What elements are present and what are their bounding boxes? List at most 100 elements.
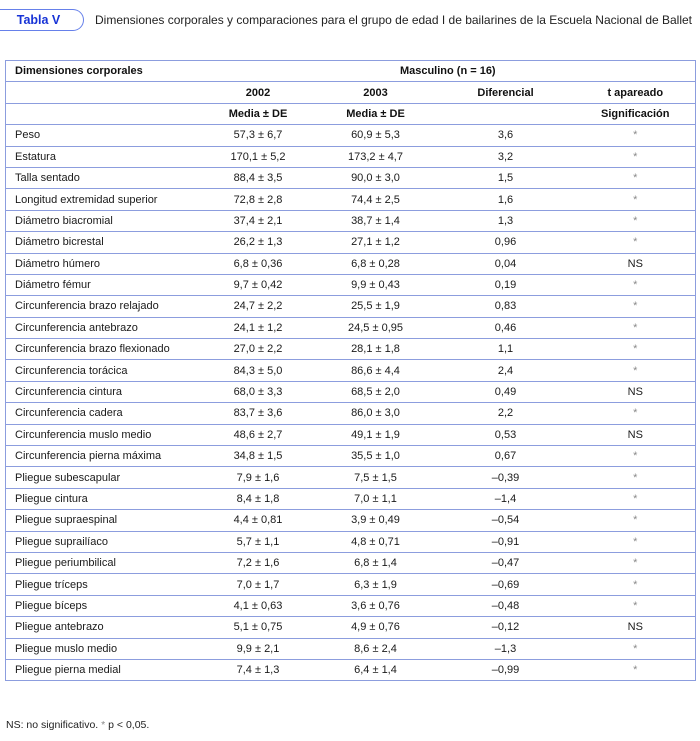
cell-2003: 6,8 ± 1,4 bbox=[315, 551, 436, 575]
cell-significacion: * bbox=[575, 316, 696, 340]
cell-2002: 7,9 ± 1,6 bbox=[200, 466, 316, 489]
table-row: Circunferencia muslo medio 48,6 ± 2,7 49,1… bbox=[5, 423, 696, 447]
cell-diferencial: 1,3 bbox=[435, 209, 576, 233]
cell-diferencial: 3,6 bbox=[435, 124, 576, 147]
table-head: Dimensiones corporales Masculino (n = 16… bbox=[5, 59, 696, 126]
cell-significacion: * bbox=[575, 466, 696, 489]
cell-2003: 3,6 ± 0,76 bbox=[315, 594, 436, 618]
cell-significacion: * bbox=[575, 573, 696, 596]
cell-significacion: * bbox=[575, 402, 696, 425]
header-row-stats: Media ± DE Media ± DE Significación bbox=[5, 102, 696, 126]
cell-significacion: NS bbox=[575, 616, 696, 639]
col-header-significacion: Significación bbox=[575, 102, 696, 126]
cell-2002: 4,4 ± 0,81 bbox=[200, 509, 316, 532]
cell-2003: 173,2 ± 4,7 bbox=[315, 145, 436, 168]
cell-2003: 7,0 ± 1,1 bbox=[315, 487, 436, 511]
cell-diferencial: 2,2 bbox=[435, 402, 576, 425]
table-row: Diámetro biacromial 37,4 ± 2,1 38,7 ± 1,4 1… bbox=[5, 209, 696, 233]
table-label-badge: Tabla V bbox=[0, 9, 84, 31]
row-label: Pliegue tríceps bbox=[5, 573, 201, 596]
table-row: Pliegue muslo medio 9,9 ± 2,1 8,6 ± 2,4 –1,… bbox=[5, 637, 696, 660]
table-row: Pliegue subescapular 7,9 ± 1,6 7,5 ± 1,5 –0… bbox=[5, 466, 696, 489]
cell-diferencial: 1,1 bbox=[435, 338, 576, 361]
table-row: Circunferencia cadera 83,7 ± 3,6 86,0 ± 3,… bbox=[5, 402, 696, 425]
row-label: Pliegue cintura bbox=[5, 487, 201, 511]
header-row-years: 2002 2003 Diferencial t apareado bbox=[5, 81, 696, 104]
row-label: Longitud extremidad superior bbox=[5, 188, 201, 211]
cell-2002: 7,4 ± 1,3 bbox=[200, 658, 316, 682]
table-row: Talla sentado 88,4 ± 3,5 90,0 ± 3,0 1,5 * bbox=[5, 166, 696, 190]
cell-2002: 72,8 ± 2,8 bbox=[200, 188, 316, 211]
cell-2003: 25,5 ± 1,9 bbox=[315, 295, 436, 318]
cell-2002: 68,0 ± 3,3 bbox=[200, 380, 316, 404]
cell-2002: 9,7 ± 0,42 bbox=[200, 273, 316, 297]
table-row: Pliegue pierna medial 7,4 ± 1,3 6,4 ± 1,4–… bbox=[5, 658, 696, 682]
row-label: Circunferencia pierna máxima bbox=[5, 445, 201, 468]
cell-2003: 35,5 ± 1,0 bbox=[315, 445, 436, 468]
table-row: Circunferencia cintura 68,0 ± 3,3 68,5 ± 2… bbox=[5, 380, 696, 404]
row-label: Circunferencia muslo medio bbox=[5, 423, 201, 447]
col-header-t-apareado: t apareado bbox=[575, 81, 696, 104]
cell-significacion: NS bbox=[575, 380, 696, 404]
cell-diferencial: –0,91 bbox=[435, 530, 576, 553]
cell-2002: 7,2 ± 1,6 bbox=[200, 551, 316, 575]
cell-2002: 7,0 ± 1,7 bbox=[200, 573, 316, 596]
cell-significacion: * bbox=[575, 509, 696, 532]
cell-diferencial: –0,69 bbox=[435, 573, 576, 596]
table-row: Estatura 170,1 ± 5,2 173,2 ± 4,7 3,2 * bbox=[5, 145, 696, 168]
row-label: Circunferencia brazo relajado bbox=[5, 295, 201, 318]
cell-diferencial: 0,19 bbox=[435, 273, 576, 297]
cell-2003: 6,8 ± 0,28 bbox=[315, 252, 436, 275]
cell-2002: 48,6 ± 2,7 bbox=[200, 423, 316, 447]
cell-diferencial: 0,53 bbox=[435, 423, 576, 447]
cell-diferencial: 0,67 bbox=[435, 445, 576, 468]
table-row: Diámetro húmero 6,8 ± 0,36 6,8 ± 0,28 0,04 N… bbox=[5, 252, 696, 275]
cell-diferencial: 2,4 bbox=[435, 359, 576, 382]
row-label: Peso bbox=[5, 124, 201, 147]
table-row: Diámetro fémur 9,7 ± 0,42 9,9 ± 0,43 0,19 * bbox=[5, 273, 696, 297]
cell-significacion: * bbox=[575, 231, 696, 254]
cell-diferencial: –0,47 bbox=[435, 551, 576, 575]
cell-diferencial: –0,39 bbox=[435, 466, 576, 489]
cell-significacion: * bbox=[575, 658, 696, 682]
header-row-group: Dimensiones corporales Masculino (n = 16… bbox=[5, 59, 696, 83]
row-label: Pliegue bíceps bbox=[5, 594, 201, 618]
cell-significacion: * bbox=[575, 338, 696, 361]
cell-2002: 24,1 ± 1,2 bbox=[200, 316, 316, 340]
cell-significacion: NS bbox=[575, 252, 696, 275]
table-row: Pliegue tríceps 7,0 ± 1,7 6,3 ± 1,9 –0,69 * bbox=[5, 573, 696, 596]
cell-significacion: * bbox=[575, 124, 696, 147]
row-label: Circunferencia brazo flexionado bbox=[5, 338, 201, 361]
col-header-2002: 2002 bbox=[200, 81, 316, 104]
table-row: Circunferencia antebrazo 24,1 ± 1,2 24,5 ±… bbox=[5, 316, 696, 340]
cell-2002: 34,8 ± 1,5 bbox=[200, 445, 316, 468]
cell-diferencial: –0,99 bbox=[435, 658, 576, 682]
cell-significacion: * bbox=[575, 594, 696, 618]
row-label: Estatura bbox=[5, 145, 201, 168]
cell-2003: 8,6 ± 2,4 bbox=[315, 637, 436, 660]
row-label: Pliegue subescapular bbox=[5, 466, 201, 489]
cell-significacion: * bbox=[575, 445, 696, 468]
cell-2002: 8,4 ± 1,8 bbox=[200, 487, 316, 511]
row-label: Pliegue periumbilical bbox=[5, 551, 201, 575]
cell-2002: 37,4 ± 2,1 bbox=[200, 209, 316, 233]
row-label: Pliegue pierna medial bbox=[5, 658, 201, 682]
table-row: Circunferencia torácica 84,3 ± 5,0 86,6 ± … bbox=[5, 359, 696, 382]
cell-2003: 6,4 ± 1,4 bbox=[315, 658, 436, 682]
col-header-media-de-2003: Media ± DE bbox=[315, 102, 436, 126]
cell-diferencial: 0,49 bbox=[435, 380, 576, 404]
cell-2002: 170,1 ± 5,2 bbox=[200, 145, 316, 168]
footnote-star: * bbox=[101, 719, 106, 731]
table-row: Pliegue periumbilical 7,2 ± 1,6 6,8 ± 1,4–… bbox=[5, 551, 696, 575]
cell-significacion: * bbox=[575, 145, 696, 168]
cell-2003: 74,4 ± 2,5 bbox=[315, 188, 436, 211]
cell-2002: 27,0 ± 2,2 bbox=[200, 338, 316, 361]
table-row: Peso 57,3 ± 6,7 60,9 ± 5,3 3,6 * bbox=[5, 124, 696, 147]
cell-2002: 88,4 ± 3,5 bbox=[200, 166, 316, 190]
cell-significacion: * bbox=[575, 551, 696, 575]
body-dimensions-table: Dimensiones corporales Masculino (n = 16… bbox=[5, 59, 697, 682]
table-title: Dimensiones corporales y comparaciones p… bbox=[95, 13, 693, 27]
cell-2003: 86,0 ± 3,0 bbox=[315, 402, 436, 425]
cell-significacion: * bbox=[575, 359, 696, 382]
cell-diferencial: –1,3 bbox=[435, 637, 576, 660]
